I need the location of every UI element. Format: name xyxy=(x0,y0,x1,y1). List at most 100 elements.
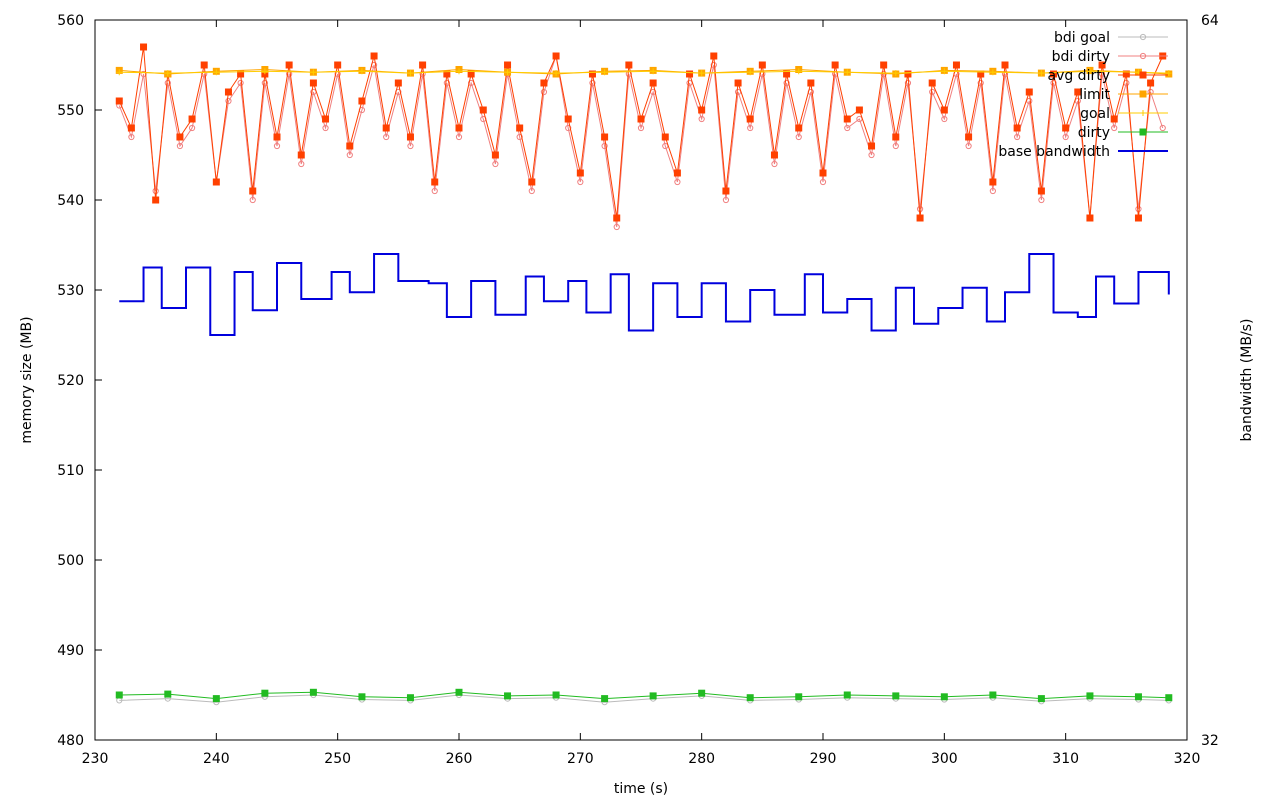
data-point-dirty xyxy=(358,693,366,701)
data-point-avg-dirty xyxy=(188,115,196,123)
data-point-avg-dirty xyxy=(1086,214,1094,222)
data-point-avg-dirty xyxy=(1025,88,1033,96)
data-point-bdi-dirty xyxy=(613,223,620,231)
data-point-dirty xyxy=(1134,693,1142,701)
data-point-dirty xyxy=(115,691,123,699)
data-point-avg-dirty xyxy=(831,61,839,69)
data-point-avg-dirty xyxy=(880,61,888,69)
data-point-dirty xyxy=(406,694,414,702)
y-tick-label: 540 xyxy=(57,193,84,209)
y-axis-ticks: 480 490 500 510 520 530 540 550 560 xyxy=(57,13,102,749)
data-point-avg-dirty xyxy=(940,106,948,114)
y2-axis-ticks: 32 64 xyxy=(1180,13,1219,749)
data-point-bdi-dirty xyxy=(989,187,996,195)
series-line-bdi-dirty xyxy=(118,55,1164,228)
legend-label-dirty: dirty xyxy=(1078,125,1110,141)
data-point-bdi-dirty xyxy=(1111,124,1118,132)
data-point-avg-dirty xyxy=(916,214,924,222)
data-point-avg-dirty xyxy=(795,124,803,132)
data-point-avg-dirty xyxy=(965,133,973,141)
data-point-avg-dirty xyxy=(722,187,730,195)
data-point-avg-dirty xyxy=(540,79,548,87)
series-line-base-bandwidth xyxy=(119,253,1170,336)
data-point-avg-dirty xyxy=(382,124,390,132)
data-point-dirty xyxy=(309,688,317,696)
data-point-avg-dirty xyxy=(370,52,378,60)
data-point-avg-dirty xyxy=(504,61,512,69)
data-point-bdi-dirty xyxy=(249,196,256,204)
data-point-avg-dirty xyxy=(1062,124,1070,132)
data-point-avg-dirty xyxy=(152,196,160,204)
data-point-avg-dirty xyxy=(1098,61,1106,69)
data-point-avg-dirty xyxy=(686,70,694,78)
data-point-bdi-dirty xyxy=(455,133,463,141)
x-tick-label: 280 xyxy=(688,751,715,767)
data-point-dirty xyxy=(455,688,463,696)
data-point-bdi-dirty xyxy=(152,187,159,195)
data-point-bdi-dirty xyxy=(1050,79,1057,87)
data-point-avg-dirty xyxy=(443,70,451,78)
legend-marker-goal xyxy=(1140,110,1146,116)
data-point-avg-dirty xyxy=(394,79,402,87)
data-point-avg-dirty xyxy=(419,61,427,69)
data-point-bdi-dirty xyxy=(710,61,717,69)
data-point-bdi-dirty xyxy=(1014,133,1021,141)
legend-marker-bdi-dirty xyxy=(1139,52,1147,60)
data-point-avg-dirty xyxy=(237,70,245,78)
data-point-avg-dirty xyxy=(309,79,317,87)
data-point-bdi-dirty xyxy=(783,79,790,87)
data-point-bdi-dirty xyxy=(201,70,208,78)
data-point-goal xyxy=(892,70,899,77)
data-point-dirty xyxy=(1037,695,1045,703)
data-point-bdi-dirty xyxy=(844,124,851,132)
data-point-dirty xyxy=(698,689,706,697)
data-point-avg-dirty xyxy=(649,79,657,87)
series-layer xyxy=(115,43,1173,706)
data-point-bdi-dirty xyxy=(577,178,584,186)
series-base-bandwidth xyxy=(119,253,1170,336)
data-point-avg-dirty xyxy=(783,70,791,78)
x-tick-label: 260 xyxy=(446,751,473,767)
series-goal xyxy=(116,68,1172,77)
data-point-avg-dirty xyxy=(516,124,524,132)
data-point-goal xyxy=(1086,68,1093,75)
data-point-bdi-dirty xyxy=(601,142,608,150)
data-point-avg-dirty xyxy=(625,61,633,69)
data-point-bdi-dirty xyxy=(795,133,802,141)
data-point-goal xyxy=(261,68,268,75)
data-point-dirty xyxy=(940,693,948,701)
data-point-bdi-dirty xyxy=(674,178,681,186)
data-point-avg-dirty xyxy=(491,151,499,159)
data-point-goal xyxy=(989,69,996,76)
data-point-bdi-dirty xyxy=(965,142,972,150)
data-point-bdi-dirty xyxy=(589,79,596,87)
data-point-bdi-dirty xyxy=(941,115,948,123)
y2-tick-label: 32 xyxy=(1201,733,1219,749)
y-tick-label: 530 xyxy=(57,283,84,299)
data-point-avg-dirty xyxy=(746,115,754,123)
data-point-avg-dirty xyxy=(406,133,414,141)
data-point-dirty xyxy=(892,692,900,700)
data-point-dirty xyxy=(504,692,512,700)
data-point-bdi-dirty xyxy=(565,124,572,132)
data-point-avg-dirty xyxy=(758,61,766,69)
data-point-bdi-dirty xyxy=(819,178,827,186)
data-point-bdi-dirty xyxy=(383,133,390,141)
data-point-avg-dirty xyxy=(127,124,135,132)
x-tick-label: 290 xyxy=(810,751,837,767)
data-point-avg-dirty xyxy=(176,133,184,141)
y-tick-label: 520 xyxy=(57,373,84,389)
series-line-dirty xyxy=(119,691,1169,700)
y2-tick-label: 64 xyxy=(1201,13,1219,29)
data-point-avg-dirty xyxy=(710,52,718,60)
data-point-bdi-dirty xyxy=(1159,124,1166,132)
data-point-avg-dirty xyxy=(819,169,827,177)
data-point-avg-dirty xyxy=(928,79,936,87)
data-point-bdi-dirty xyxy=(1135,205,1142,213)
data-point-goal xyxy=(164,70,171,77)
data-point-avg-dirty xyxy=(285,61,293,69)
data-point-avg-dirty xyxy=(1134,214,1142,222)
data-point-dirty xyxy=(795,693,803,701)
data-point-avg-dirty xyxy=(115,97,123,105)
data-point-avg-dirty xyxy=(843,115,851,123)
